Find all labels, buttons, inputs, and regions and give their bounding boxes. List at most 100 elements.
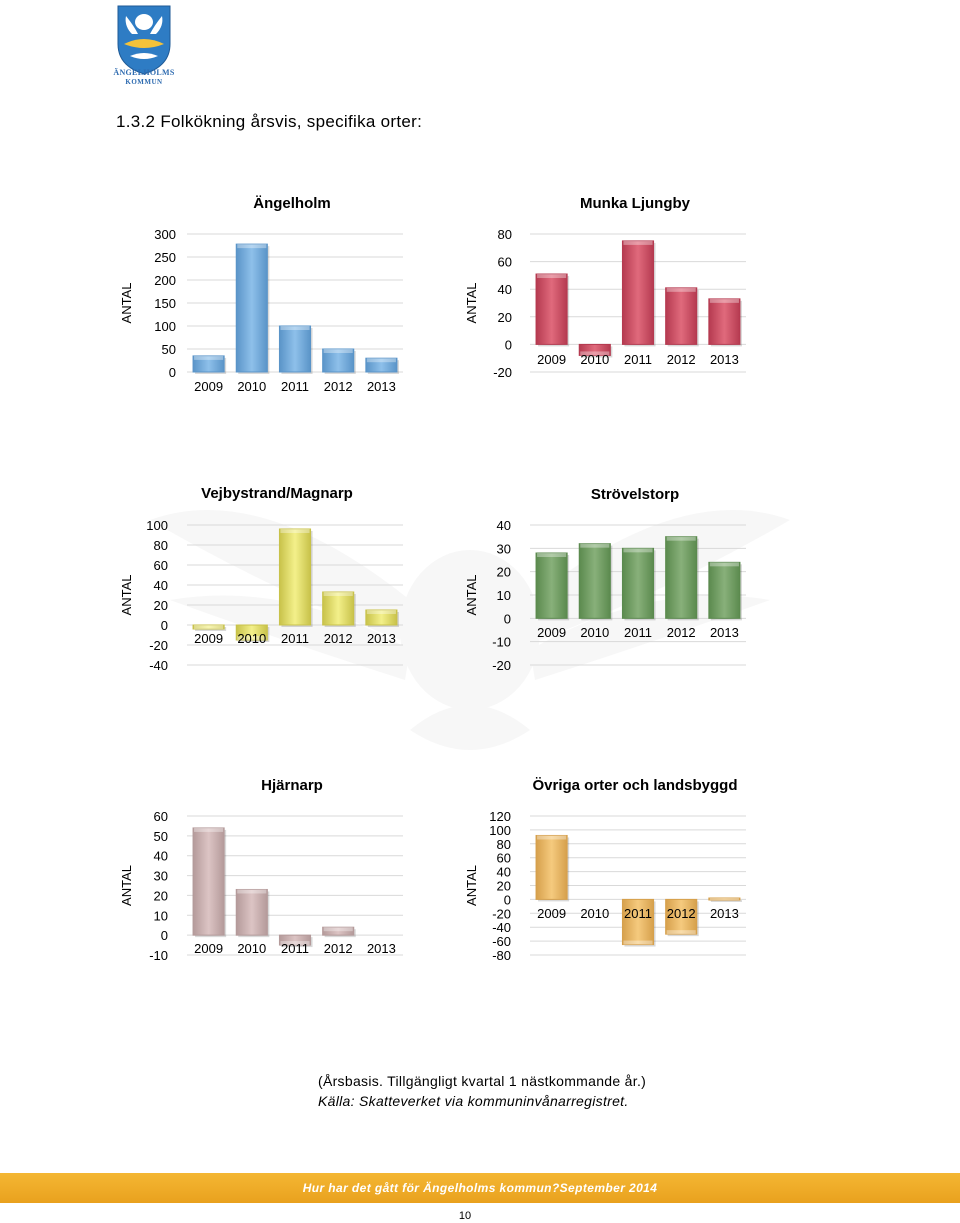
y-axis-label: ANTAL [119, 575, 134, 616]
x-tick-label: 2010 [237, 941, 266, 956]
y-tick-label: 50 [162, 342, 176, 357]
y-tick-label: 100 [154, 319, 176, 334]
y-tick-label: 40 [154, 849, 168, 864]
y-tick-label: -60 [492, 934, 511, 949]
y-tick-label: 250 [154, 250, 176, 265]
y-axis-label: ANTAL [464, 283, 479, 324]
y-tick-label: 120 [489, 809, 511, 824]
y-tick-label: -40 [149, 658, 168, 673]
bar [322, 348, 355, 373]
bar [621, 240, 655, 345]
y-tick-label: -40 [492, 920, 511, 935]
bar-shadow [710, 900, 742, 903]
y-tick-label: 20 [498, 310, 512, 325]
y-tick-label: 0 [505, 337, 512, 352]
y-tick-label: 10 [497, 588, 511, 603]
bar [665, 898, 698, 935]
y-tick-label: 60 [154, 558, 168, 573]
x-tick-label: 2009 [537, 625, 566, 640]
y-axis-label: ANTAL [464, 575, 479, 616]
x-tick-label: 2009 [537, 906, 566, 921]
x-tick-label: 2012 [667, 906, 696, 921]
y-tick-label: -10 [492, 635, 511, 650]
bar [665, 287, 698, 345]
bar-highlight [623, 940, 653, 945]
y-tick-label: -20 [492, 906, 511, 921]
x-tick-label: 2013 [710, 906, 739, 921]
x-tick-label: 2012 [324, 379, 353, 394]
y-tick-label: 20 [497, 879, 511, 894]
bar [665, 536, 698, 619]
page-number: 10 [458, 1210, 472, 1222]
bar [235, 243, 268, 373]
chart-6: Övriga orter och landsbyggd ANTAL -80-60-4… [464, 777, 746, 963]
y-tick-label: -80 [492, 948, 511, 963]
bar [192, 827, 225, 936]
x-tick-label: 2012 [667, 625, 696, 640]
y-tick-label: 100 [489, 823, 511, 838]
y-tick-label: 80 [498, 227, 512, 242]
bar [322, 926, 355, 936]
x-tick-label: 2013 [367, 941, 396, 956]
bar-highlight [323, 349, 353, 353]
bar [621, 898, 655, 946]
x-tick-label: 2011 [281, 379, 309, 394]
bar-highlight [537, 835, 567, 840]
y-tick-label: 40 [498, 282, 512, 297]
bar-highlight [666, 287, 696, 292]
y-axis-label: ANTAL [119, 283, 134, 324]
y-tick-label: 30 [497, 541, 511, 556]
bar-highlight [580, 351, 610, 356]
bar-highlight [623, 240, 653, 245]
y-tick-label: 30 [154, 869, 168, 884]
y-tick-label: 20 [154, 598, 168, 613]
y-tick-label: 10 [154, 908, 168, 923]
bar-highlight [537, 274, 567, 279]
bar [192, 355, 225, 373]
y-tick-label: 40 [154, 578, 168, 593]
y-tick-label: 40 [497, 865, 511, 880]
x-tick-label: 2011 [624, 625, 652, 640]
y-tick-label: 100 [146, 518, 168, 533]
chart-4: Strövelstorp ANTAL -20 -10 0 10 20 30 40 2009 2010… [464, 486, 746, 673]
x-tick-label: 2010 [580, 352, 609, 367]
y-tick-label: 0 [169, 365, 176, 380]
bar [708, 561, 741, 619]
bar-highlight [237, 889, 267, 894]
x-tick-label: 2013 [367, 379, 396, 394]
bar [365, 357, 398, 373]
bar-highlight [709, 298, 739, 303]
bar-highlight [280, 326, 310, 330]
y-tick-label: -10 [149, 948, 168, 963]
x-tick-label: 2009 [194, 631, 223, 646]
bar-highlight [237, 636, 267, 640]
y-tick-label: -20 [149, 638, 168, 653]
bar [192, 624, 225, 630]
bar [365, 609, 398, 626]
y-tick-label: 60 [497, 851, 511, 866]
y-tick-label: 80 [497, 837, 511, 852]
x-tick-label: 2013 [367, 631, 396, 646]
bar [578, 343, 611, 356]
bar [278, 325, 312, 373]
logo-name-line: ÄNGELHOLMS [113, 68, 175, 77]
x-tick-label: 2009 [194, 379, 223, 394]
x-tick-label: 2013 [710, 625, 739, 640]
bar [535, 273, 568, 345]
y-tick-label: 50 [154, 829, 168, 844]
bar [535, 552, 568, 619]
chart-title: Övriga orter och landsbyggd [532, 777, 737, 794]
y-tick-label: 80 [154, 538, 168, 553]
bar [535, 834, 568, 900]
bar [235, 624, 268, 641]
footnote-basis: (Årsbasis. Tillgängligt kvartal 1 nästko… [318, 1073, 647, 1089]
y-tick-label: -20 [492, 658, 511, 673]
y-tick-label: 300 [154, 227, 176, 242]
bar-highlight [280, 529, 310, 533]
y-tick-label: -20 [493, 365, 512, 380]
chart-1: Ängelholm ANTAL 0 50 100 150 200 250 300 2009 2010… [119, 195, 403, 394]
x-tick-label: 2011 [624, 906, 652, 921]
section-heading: 1.3.2 Folkökning årsvis, specifika orter… [116, 112, 423, 131]
chart-5: Hjärnarp ANTAL -10 0 10 20 30 40 50 60 2009 2010 201… [119, 777, 403, 963]
